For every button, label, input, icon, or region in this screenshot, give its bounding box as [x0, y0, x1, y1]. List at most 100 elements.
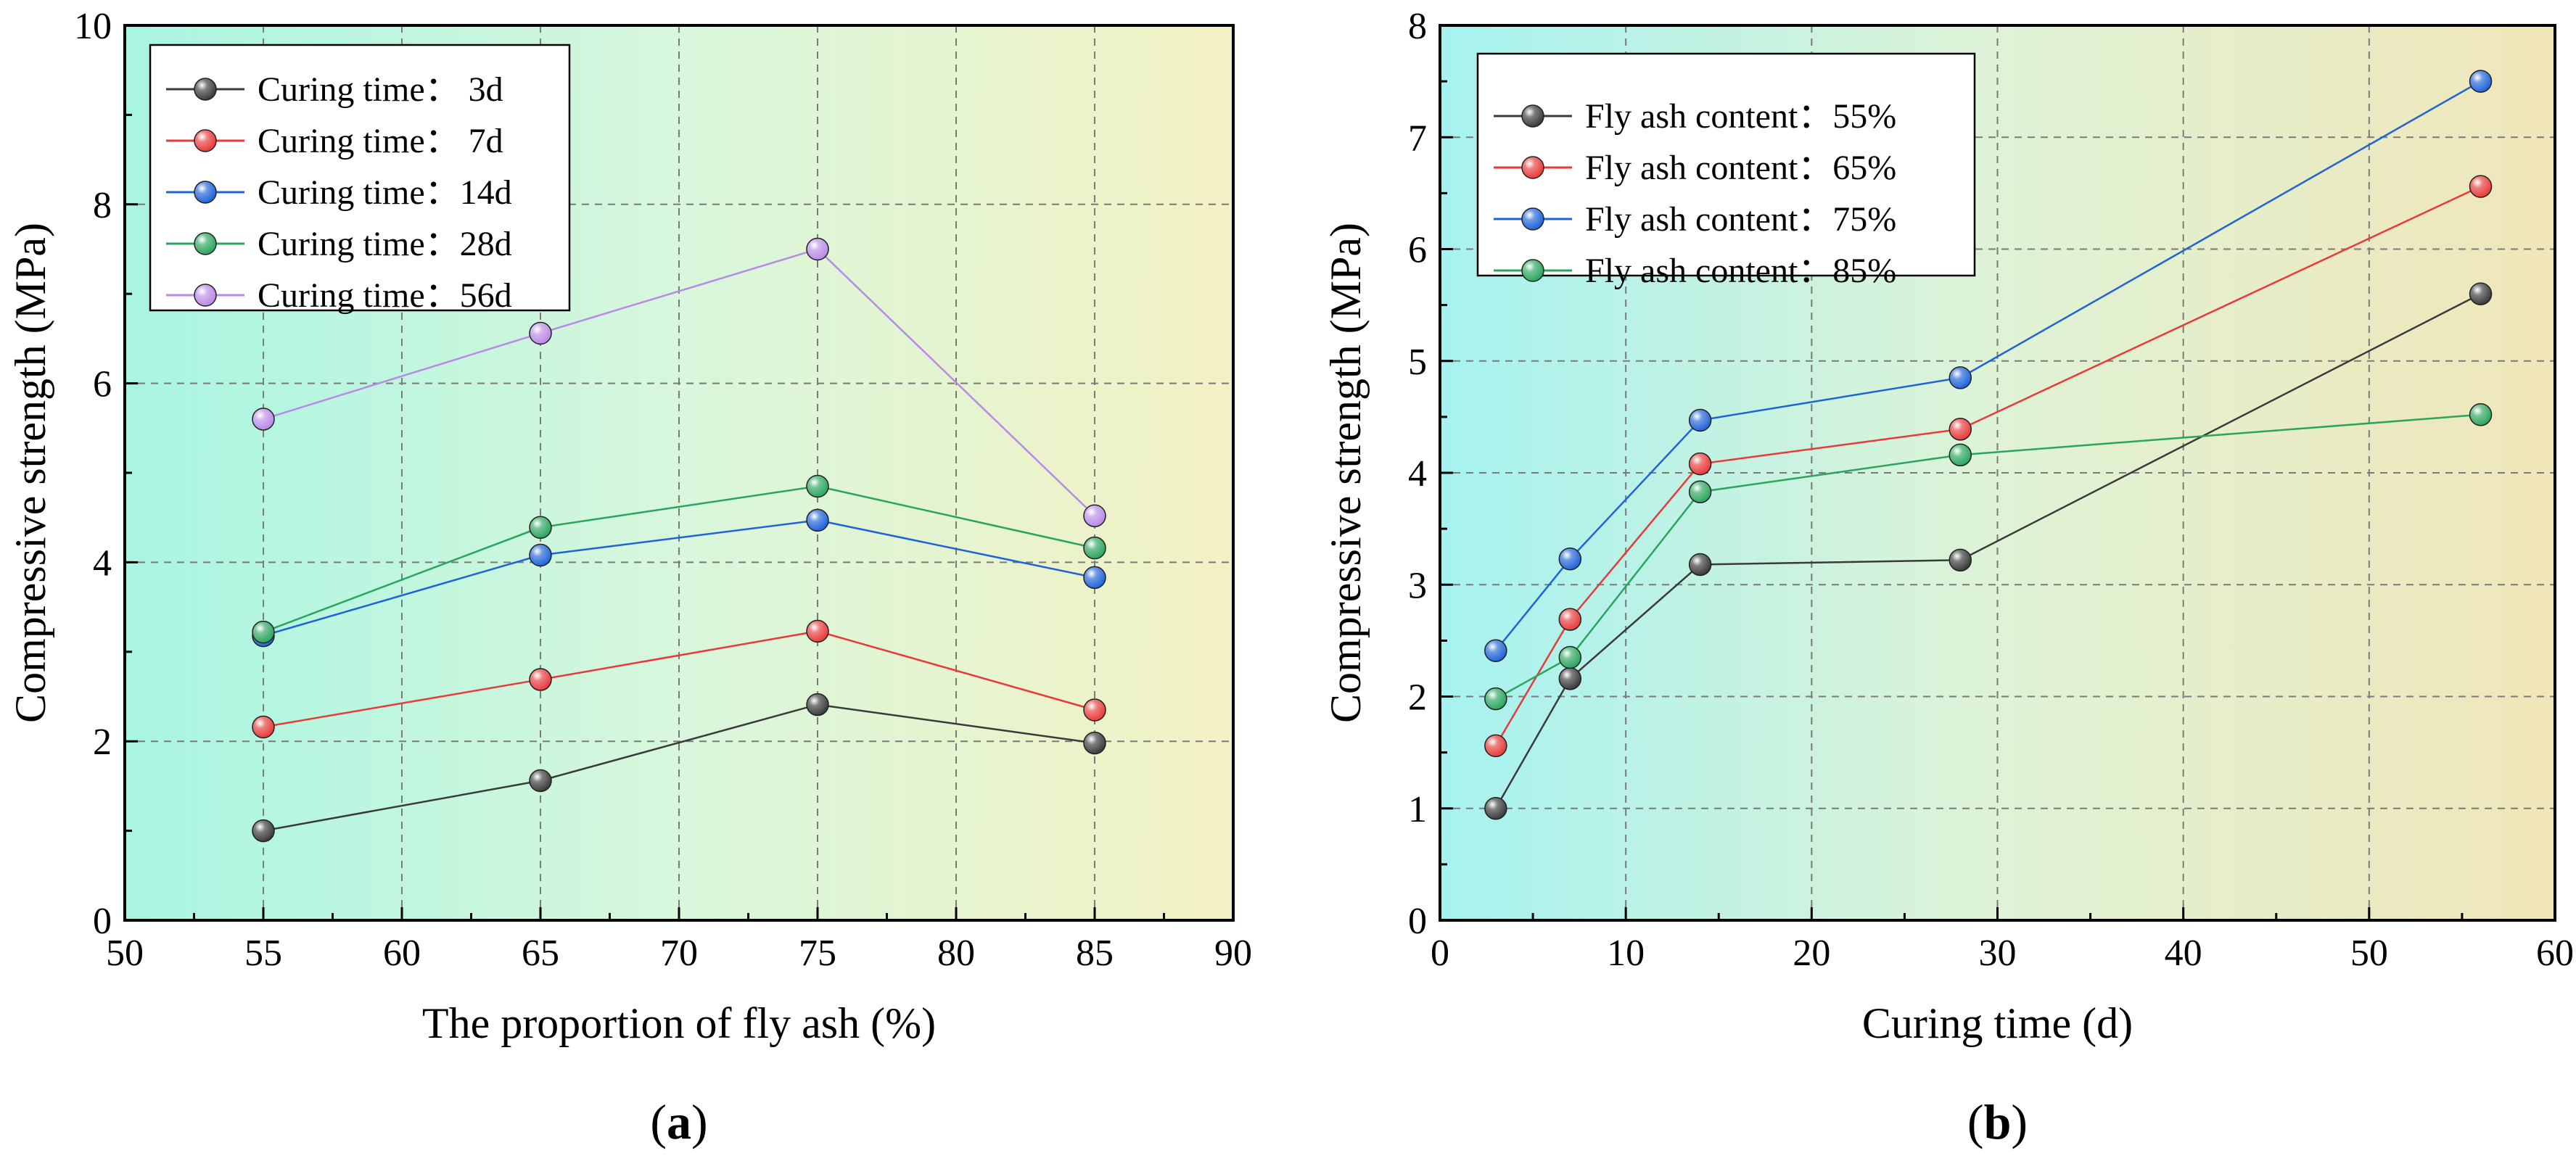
legend-marker [194, 232, 217, 255]
data-point [1688, 480, 1712, 503]
legend-marker [194, 181, 217, 204]
data-point [1083, 731, 1106, 755]
data-point [529, 516, 552, 540]
y-tick-label: 0 [93, 901, 112, 942]
data-point [806, 619, 829, 643]
series-line [263, 519, 1095, 637]
data-point [1484, 797, 1507, 820]
x-tick-label: 55 [244, 933, 282, 974]
series-1 [252, 693, 1106, 843]
legend-marker [1521, 207, 1544, 231]
y-axis-label: Compressive strength (MPa) [7, 223, 54, 723]
series-4 [1484, 403, 2493, 711]
data-point [1484, 734, 1507, 758]
data-point [1949, 548, 1972, 572]
panel-label: (a) [650, 1094, 707, 1149]
legend-marker [194, 78, 217, 101]
data-point [806, 508, 829, 532]
y-tick-label: 4 [1408, 453, 1427, 495]
panel-label: (b) [1967, 1094, 2028, 1149]
series-2 [252, 619, 1106, 739]
data-point [806, 237, 829, 261]
data-point [1949, 418, 1972, 441]
data-point [1484, 639, 1507, 663]
legend-entry: Fly ash content：65% [1585, 149, 1896, 187]
series-2 [1484, 175, 2493, 758]
data-point [1083, 536, 1106, 560]
panel-b-chart: 0 10 20 30 40 50 60 0 1 2 3 4 5 6 7 8 Curing time (d) Com… [1322, 6, 2574, 1149]
data-point [1083, 504, 1106, 527]
y-tick-label: 7 [1408, 117, 1427, 159]
data-point [252, 620, 275, 644]
data-point [2469, 175, 2493, 198]
x-tick-label: 70 [660, 933, 698, 974]
x-tick-label: 30 [1979, 933, 2017, 974]
legend-box [1476, 52, 1976, 277]
x-axis-label: The proportion of fly ash (%) [422, 999, 936, 1047]
data-point [1558, 667, 1582, 690]
data-point [1083, 566, 1106, 590]
data-point [252, 715, 275, 739]
legend-marker [1521, 104, 1544, 128]
data-point [2469, 403, 2493, 426]
x-tick-label: 60 [2536, 933, 2574, 974]
y-tick-label: 5 [1408, 342, 1427, 383]
data-point [529, 321, 552, 345]
panel-a-chart: 50 55 60 65 70 75 80 85 90 0 2 4 6 8 10 The proportion … [7, 6, 1252, 1149]
legend-entry: Curing time：14d [258, 173, 512, 212]
legend: Curing time： 3d Curing time： 7d Curing tim… [149, 44, 571, 315]
legend-marker [1521, 156, 1544, 179]
data-point [1949, 443, 1972, 467]
x-tick-label: 50 [106, 933, 144, 974]
x-tick-label: 10 [1607, 933, 1645, 974]
data-point [806, 693, 829, 716]
legend-marker [194, 284, 217, 307]
y-tick-label: 1 [1408, 789, 1427, 830]
series-line [263, 630, 1095, 728]
data-point [2469, 70, 2493, 93]
y-tick-label: 6 [93, 364, 112, 405]
data-point [1558, 608, 1582, 631]
legend-entry: Fly ash content：85% [1585, 252, 1896, 290]
series-line [263, 703, 1095, 832]
series-3 [1484, 70, 2493, 663]
data-point [1688, 452, 1712, 476]
x-tick-label: 65 [522, 933, 559, 974]
data-point [1688, 408, 1712, 432]
x-tick-label: 50 [2350, 933, 2388, 974]
data-point [1558, 548, 1582, 571]
data-point [806, 474, 829, 498]
legend-entry: Fly ash content：55% [1585, 97, 1896, 136]
data-point [1558, 645, 1582, 669]
data-point [1688, 553, 1712, 577]
axis-ticks [1439, 24, 2556, 922]
series-4 [252, 474, 1106, 644]
y-tick-label: 3 [1408, 565, 1427, 606]
legend-entry: Fly ash content：75% [1585, 200, 1896, 239]
data-point [1484, 687, 1507, 711]
data-point [529, 668, 552, 691]
y-tick-label: 2 [1408, 677, 1427, 719]
y-tick-label: 4 [93, 542, 112, 584]
legend-marker [194, 129, 217, 152]
legend-entry: Curing time： 3d [258, 70, 503, 109]
data-point [252, 819, 275, 843]
data-point [1949, 366, 1972, 389]
legend-entry: Curing time：56d [258, 276, 512, 315]
x-tick-label: 40 [2165, 933, 2202, 974]
legend-marker [1521, 259, 1544, 282]
data-point [529, 769, 552, 793]
x-tick-label: 0 [1431, 933, 1449, 974]
legend: Fly ash content：55% Fly ash content：65% Fl… [1476, 52, 1976, 290]
legend-entry: Curing time：28d [258, 225, 512, 263]
y-tick-label: 10 [74, 6, 112, 47]
legend-entry: Curing time： 7d [258, 122, 503, 160]
data-point [529, 543, 552, 567]
x-tick-label: 90 [1214, 933, 1252, 974]
series-line [263, 248, 1095, 517]
axis-ticks [123, 24, 1235, 922]
x-tick-label: 75 [799, 933, 836, 974]
series-line [263, 485, 1095, 633]
series-5 [252, 237, 1106, 527]
